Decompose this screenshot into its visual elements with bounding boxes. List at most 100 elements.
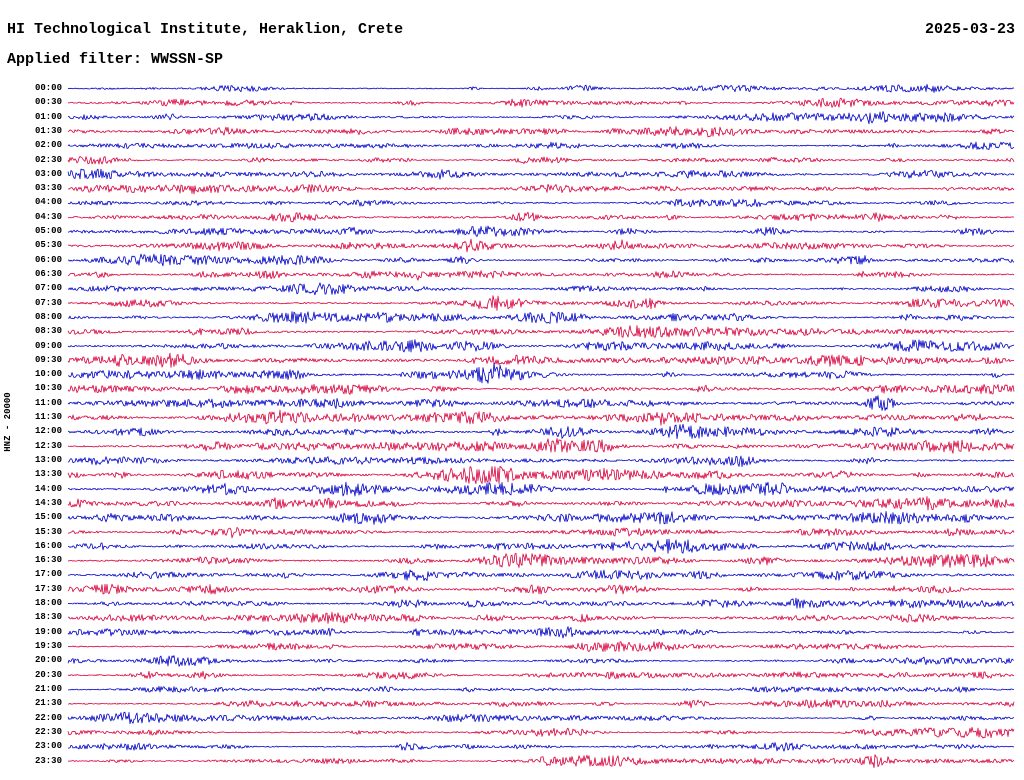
trace-time-label: 08:00 xyxy=(34,311,62,322)
trace-time-label: 18:30 xyxy=(34,612,62,623)
seismogram-trace xyxy=(67,352,1015,368)
seismogram-trace xyxy=(67,395,1015,411)
trace-time-label: 00:30 xyxy=(34,97,62,108)
trace-time-label: 16:30 xyxy=(34,555,62,566)
trace-time-label: 06:30 xyxy=(34,269,62,279)
seismogram-trace xyxy=(67,183,1015,195)
seismogram-trace xyxy=(67,699,1015,709)
seismogram-trace xyxy=(67,295,1015,311)
seismogram-trace xyxy=(67,156,1015,165)
trace-time-label: 17:00 xyxy=(34,569,62,580)
trace-time-label: 14:00 xyxy=(34,483,62,494)
trace-time-label: 00:00 xyxy=(34,83,62,93)
seismogram-trace xyxy=(67,552,1015,568)
trace-time-label: 09:00 xyxy=(34,340,62,351)
seismogram-trace xyxy=(67,496,1015,511)
trace-time-label: 20:00 xyxy=(34,655,62,666)
seismogram-trace xyxy=(67,126,1015,138)
trace-time-label: 13:00 xyxy=(34,455,62,466)
seismogram-trace xyxy=(67,339,1015,353)
trace-time-label: 20:30 xyxy=(34,669,62,680)
trace-time-label: 03:00 xyxy=(34,168,62,179)
seismogram-trace xyxy=(67,611,1015,624)
seismogram-trace xyxy=(68,198,1015,208)
trace-time-label: 13:30 xyxy=(34,469,62,480)
trace-time-label: 10:30 xyxy=(34,383,62,394)
seismogram-trace xyxy=(67,655,1015,667)
seismogram-trace xyxy=(67,362,1015,384)
trace-time-label: 17:30 xyxy=(34,583,62,594)
trace-time-label: 22:30 xyxy=(34,726,62,737)
seismogram-trace xyxy=(67,97,1015,108)
trace-time-label: 21:00 xyxy=(34,683,62,694)
date-label: 2025-03-23 xyxy=(924,21,1015,38)
seismogram-trace xyxy=(67,253,1015,267)
seismogram-trace xyxy=(67,83,1015,93)
trace-time-label: 01:00 xyxy=(34,111,62,122)
seismogram-trace xyxy=(67,225,1015,237)
seismogram-trace xyxy=(67,282,1015,296)
trace-time-label: 06:00 xyxy=(34,254,62,265)
trace-time-label: 22:00 xyxy=(34,712,62,723)
seismogram-trace xyxy=(67,597,1015,609)
filter-label: Applied filter: WWSSN-SP xyxy=(7,51,224,68)
trace-time-label: 23:00 xyxy=(34,741,62,752)
seismogram-trace xyxy=(67,438,1015,454)
seismogram-trace xyxy=(67,538,1015,554)
trace-time-label: 02:30 xyxy=(34,154,62,165)
trace-time-label: 03:30 xyxy=(34,183,62,194)
trace-time-label: 18:00 xyxy=(34,598,62,609)
trace-time-label: 04:00 xyxy=(34,197,62,208)
seismogram-trace xyxy=(67,711,1015,725)
trace-time-label: 19:30 xyxy=(34,641,62,652)
seismogram-trace xyxy=(67,111,1015,125)
trace-time-label: 12:30 xyxy=(34,440,62,451)
header: HI Technological Institute, Heraklion, C… xyxy=(7,21,1015,38)
seismogram-trace xyxy=(67,311,1015,324)
trace-time-label: 15:30 xyxy=(34,526,62,537)
seismogram-trace xyxy=(67,383,1015,395)
trace-time-label: 10:00 xyxy=(34,369,62,380)
seismogram-trace xyxy=(67,325,1015,339)
trace-time-label: 14:30 xyxy=(34,497,62,508)
seismogram-trace xyxy=(67,726,1015,739)
seismogram-trace xyxy=(67,465,1015,484)
trace-time-label: 04:30 xyxy=(34,211,62,222)
trace-time-label: 08:30 xyxy=(34,326,62,337)
trace-time-label: 12:00 xyxy=(34,426,62,437)
seismogram-trace xyxy=(67,626,1015,639)
trace-time-label: 11:30 xyxy=(34,412,62,423)
seismogram-trace xyxy=(67,742,1015,752)
seismogram-trace xyxy=(68,423,1015,440)
seismogram-trace xyxy=(67,168,1015,180)
seismogram-trace xyxy=(67,569,1015,582)
trace-time-label: 01:30 xyxy=(34,125,62,136)
trace-time-label: 15:00 xyxy=(34,512,62,523)
seismogram-trace xyxy=(67,141,1015,150)
seismogram-trace xyxy=(67,754,1015,769)
trace-time-label: 19:00 xyxy=(34,626,62,637)
trace-time-label: 11:00 xyxy=(34,397,62,408)
trace-time-label: 07:00 xyxy=(34,283,62,294)
seismogram-trace xyxy=(67,670,1015,680)
seismogram-trace xyxy=(67,455,1015,468)
trace-time-label: 07:30 xyxy=(34,297,62,308)
seismogram-trace xyxy=(67,583,1015,595)
seismogram-trace xyxy=(67,481,1015,497)
seismogram-trace xyxy=(67,641,1015,652)
seismogram-trace xyxy=(68,685,1014,693)
seismogram-trace xyxy=(67,409,1015,426)
seismogram-trace xyxy=(67,270,1015,281)
trace-time-label: 02:00 xyxy=(34,140,62,151)
trace-time-label: 21:30 xyxy=(34,698,62,709)
seismogram-trace xyxy=(67,527,1015,539)
trace-time-label: 23:30 xyxy=(34,755,62,766)
seismogram-trace xyxy=(67,238,1015,253)
seismogram-trace xyxy=(67,511,1014,525)
trace-time-label: 05:30 xyxy=(34,240,62,251)
seismogram-trace xyxy=(67,211,1015,223)
station-title: HI Technological Institute, Heraklion, C… xyxy=(7,21,404,38)
trace-time-label: 16:00 xyxy=(34,540,62,551)
